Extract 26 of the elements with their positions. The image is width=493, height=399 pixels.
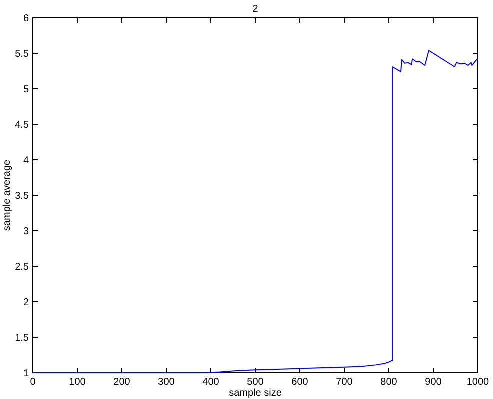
y-tick-label: 2.5: [15, 262, 30, 273]
y-tick-label: 4.5: [15, 120, 30, 131]
y-tick-label: 2: [23, 298, 30, 308]
y-tick-label: 1: [23, 368, 30, 380]
x-tick-label: 300: [158, 377, 176, 388]
x-tick-label: 200: [114, 377, 131, 388]
x-tick-label: 800: [380, 377, 398, 388]
y-axis-title: sample average: [2, 159, 13, 232]
y-tick-label: 5.5: [15, 49, 30, 60]
y-tick-label: 6: [23, 14, 30, 24]
y-tick-label: 3: [23, 226, 30, 238]
x-tick-label: 700: [336, 377, 354, 388]
y-tick-label: 3.5: [15, 191, 30, 202]
x-tick-label: 1000: [466, 377, 490, 388]
x-tick-label: 900: [425, 377, 442, 388]
x-tick-label: 600: [292, 377, 309, 388]
y-tick-label: 4: [23, 156, 30, 166]
x-tick-label: 100: [69, 377, 86, 388]
x-tick-label: 400: [202, 377, 220, 388]
line-series: [32, 50, 478, 374]
y-tick-label: 1.5: [15, 333, 30, 344]
x-tick-label: 500: [247, 377, 264, 388]
x-axis-title: sample size: [229, 388, 282, 399]
x-tick-label: 0: [30, 377, 36, 388]
y-tick-label: 5: [23, 84, 30, 96]
chart-title: 2: [252, 4, 259, 15]
